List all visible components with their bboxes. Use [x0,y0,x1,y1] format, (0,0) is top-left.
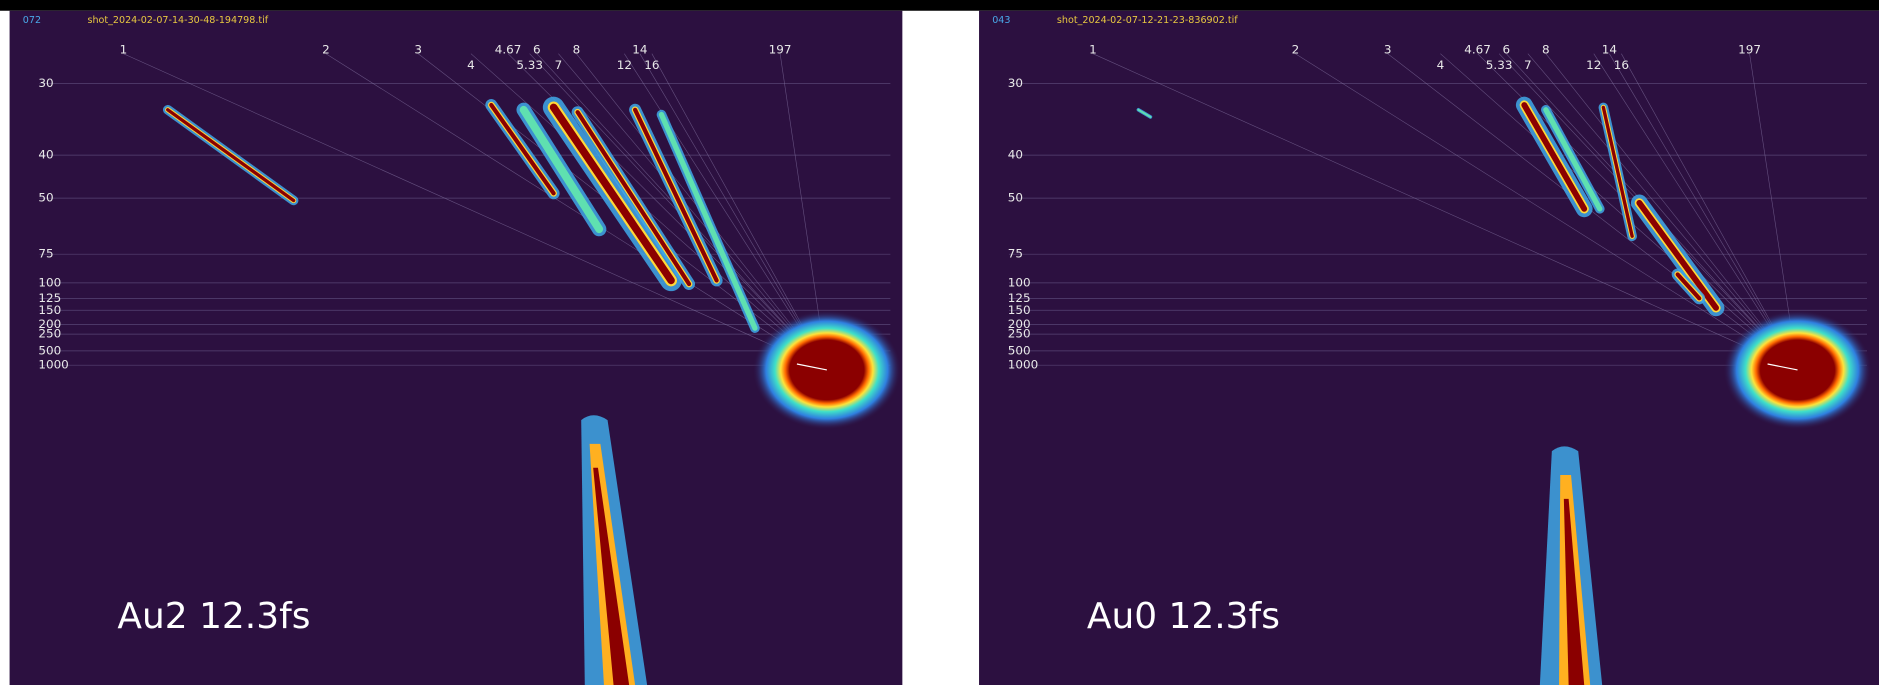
parabola-label: 14 [632,43,647,57]
energy-label: 50 [1008,191,1023,205]
parabola-label: 7 [1524,58,1532,72]
parabola-label: 4 [1437,58,1445,72]
energy-label: 50 [38,191,53,205]
energy-label: 100 [38,275,61,289]
energy-label: 40 [1008,148,1023,162]
parabola-label: 8 [573,43,581,57]
parabola-label: 5.33 [516,58,543,72]
energy-label: 150 [38,303,61,317]
shot-file: shot_2024-02-07-12-21-23-836902.tif [1057,15,1238,26]
parabola-label: 197 [769,43,792,57]
parabola-label: 3 [414,43,422,57]
parabola-label: 16 [1614,58,1629,72]
energy-label: 250 [1008,327,1031,341]
energy-label: 1000 [38,358,68,372]
energy-label: 1000 [1008,358,1038,372]
parabola-label: 6 [1503,43,1511,57]
energy-label: 75 [1008,247,1023,261]
parabola-label: 12 [617,58,632,72]
top-bar [0,0,1879,11]
parabola-label: 4.67 [495,43,522,57]
energy-label: 100 [1008,275,1031,289]
shot-id: 072 [23,15,41,26]
beam-spot [1723,310,1872,429]
shot-file: shot_2024-02-07-14-30-48-194798.tif [87,15,268,26]
parabola-label: 3 [1384,43,1392,57]
energy-label: 30 [38,76,53,90]
beam-spot [753,310,902,429]
energy-label: 30 [1008,76,1023,90]
parabola-label: 5.33 [1486,58,1513,72]
energy-label: 40 [38,148,53,162]
parabola-label: 4 [467,58,475,72]
parabola-label: 7 [555,58,563,72]
panel-label: Au2 12.3fs [117,596,310,637]
energy-label: 500 [1008,343,1031,357]
parabola-label: 12 [1586,58,1601,72]
parabola-label: 16 [644,58,659,72]
energy-label: 150 [1008,303,1031,317]
parabola-label: 197 [1738,43,1761,57]
parabola-label: 2 [1292,43,1300,57]
panel-label: Au0 12.3fs [1087,596,1280,637]
energy-label: 250 [38,327,61,341]
parabola-label: 1 [120,43,128,57]
parabola-label: 8 [1542,43,1550,57]
screenshot: 072shot_2024-02-07-14-30-48-194798.tif12… [0,0,1879,685]
page: {"panels": [ {"id": "072", "file": "shot… [0,0,1879,685]
shot-id: 043 [992,15,1010,26]
parabola-label: 14 [1602,43,1617,57]
parabola-label: 1 [1089,43,1097,57]
parabola-label: 4.67 [1464,43,1491,57]
energy-label: 75 [38,247,53,261]
energy-label: 500 [38,343,61,357]
parabola-label: 6 [533,43,541,57]
parabola-label: 2 [322,43,330,57]
